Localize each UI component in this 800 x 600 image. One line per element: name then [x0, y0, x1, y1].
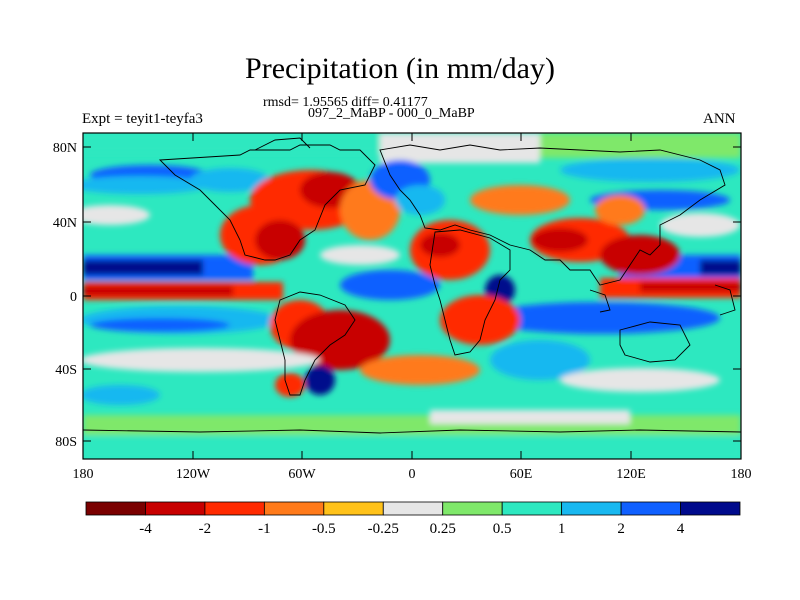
lat-label-40s: 40S — [55, 363, 77, 378]
colorbar-swatch — [323, 501, 384, 516]
lon-label-180e: 180 — [731, 467, 752, 482]
lon-label-60e: 60E — [510, 467, 533, 482]
run-comparison-label: 097_2_MaBP - 000_0_MaBP — [308, 106, 475, 121]
colorbar-swatch — [561, 501, 622, 516]
colorbar-swatch — [442, 501, 503, 516]
colorbar-label: -4 — [139, 521, 152, 537]
colorbar-swatch — [204, 501, 265, 516]
colorbar-swatch — [680, 501, 741, 516]
colorbar-label: 1 — [558, 521, 566, 537]
colorbar-swatch — [263, 501, 325, 516]
colorbar-label: 4 — [677, 521, 685, 537]
precipitation-field — [83, 133, 741, 459]
experiment-label: Expt = teyit1-teyfa3 — [82, 111, 203, 127]
colorbar-label: -0.25 — [368, 521, 399, 537]
lon-label-180w: 180 — [73, 467, 94, 482]
rmsd-diff-stats: rmsd= 1.95565 diff= 0.41177 — [263, 95, 428, 110]
lat-label-80s: 80S — [55, 435, 77, 450]
colorbar-swatch — [620, 501, 681, 516]
lat-label-0: 0 — [70, 290, 77, 305]
colorbar-swatch — [501, 501, 563, 516]
lon-label-60w: 60W — [288, 467, 316, 482]
coastline-outlines — [83, 137, 741, 434]
longitude-axis: 180 120W 60W 0 60E 120E 180 — [73, 133, 752, 482]
colorbar-label: -0.5 — [312, 521, 336, 537]
colorbar-label: -2 — [199, 521, 212, 537]
latitude-axis: 80N 40N 0 40S 80S — [53, 141, 741, 450]
colorbar-swatch — [382, 501, 444, 516]
colorbar: -4 -2 -1 -0.5 -0.25 0.25 0.5 1 2 4 — [85, 501, 741, 537]
colorbar-swatch — [145, 501, 206, 516]
figure-title: Precipitation (in mm/day) — [245, 52, 555, 85]
lon-label-120e: 120E — [616, 467, 646, 482]
season-label: ANN — [703, 111, 736, 127]
lon-label-0: 0 — [409, 467, 416, 482]
colorbar-swatch — [85, 501, 146, 516]
lat-label-80n: 80N — [53, 141, 77, 156]
colorbar-label: 0.5 — [493, 521, 512, 537]
colorbar-label: 0.25 — [430, 521, 456, 537]
lat-label-40n: 40N — [53, 216, 77, 231]
lon-label-120w: 120W — [176, 467, 211, 482]
colorbar-label: 2 — [617, 521, 625, 537]
colorbar-label: -1 — [258, 521, 271, 537]
